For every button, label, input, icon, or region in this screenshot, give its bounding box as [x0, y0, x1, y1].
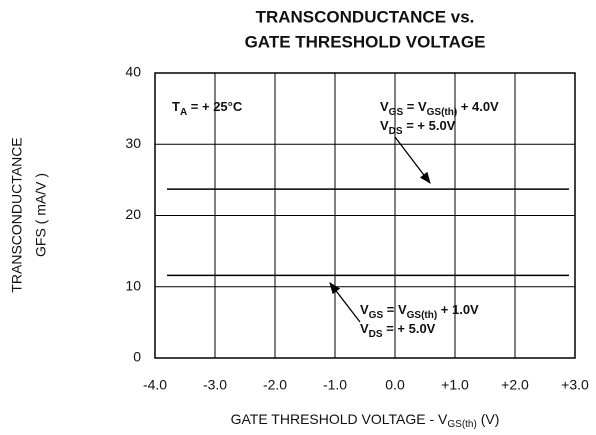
x-tick-label: -4.0: [143, 377, 167, 393]
y-tick-label: 30: [125, 135, 141, 151]
annotation-part: V: [360, 302, 369, 317]
annotation-part: = + 5.0V: [383, 321, 436, 336]
annotation-part: GS: [389, 107, 404, 118]
x-tick-label: +3.0: [561, 377, 589, 393]
annotation-part: DS: [369, 329, 383, 340]
annotation-part: = V: [403, 99, 427, 114]
chart-title: TRANSCONDUCTANCE vs.: [256, 7, 475, 26]
annotation-part: = V: [383, 302, 407, 317]
annotation-part: T: [172, 99, 180, 114]
annotation: VGS = VGS(th) + 1.0V: [360, 302, 479, 320]
y-tick-label: 0: [133, 349, 141, 365]
annotation-part: V: [380, 99, 389, 114]
y-axis-label: GFS ( mA/V ): [33, 173, 49, 257]
annotation-part: = + 5.0V: [403, 118, 456, 133]
x-axis-label: GATE THRESHOLD VOLTAGE - VGS(th) (V): [231, 411, 500, 430]
annotation: VDS = + 5.0V: [380, 118, 456, 136]
x-axis-label-part: GS(th): [447, 419, 476, 430]
chart-title: GATE THRESHOLD VOLTAGE: [245, 32, 486, 51]
annotation: TA = + 25°C: [172, 99, 243, 117]
annotation-part: = + 25°C: [187, 99, 243, 114]
x-axis-label-part: GATE THRESHOLD VOLTAGE - V: [231, 411, 448, 427]
annotation-part: V: [360, 321, 369, 336]
x-tick-label: 0.0: [385, 377, 405, 393]
x-axis-label-part: (V): [477, 411, 500, 427]
plot-frame: [154, 72, 576, 359]
x-tick-label: +2.0: [501, 377, 529, 393]
annotation-part: A: [180, 107, 187, 118]
y-axis-label: TRANSCONDUCTANCE: [9, 137, 25, 292]
annotation-part: GS: [369, 310, 384, 321]
annotation-part: V: [380, 118, 389, 133]
annotation: VDS = + 5.0V: [360, 321, 436, 339]
annotation-part: GS(th): [427, 107, 458, 118]
annotation-part: + 4.0V: [457, 99, 499, 114]
y-tick-label: 10: [125, 277, 141, 293]
x-tick-label: -1.0: [323, 377, 347, 393]
y-tick-label: 20: [125, 206, 141, 222]
annotation-part: DS: [389, 126, 403, 137]
annotation-part: + 1.0V: [437, 302, 479, 317]
annotation-part: GS(th): [407, 310, 438, 321]
x-tick-label: +1.0: [441, 377, 469, 393]
y-tick-label: 40: [125, 64, 141, 80]
annotation: VGS = VGS(th) + 4.0V: [380, 99, 499, 117]
x-tick-label: -3.0: [203, 377, 227, 393]
x-tick-label: -2.0: [263, 377, 287, 393]
